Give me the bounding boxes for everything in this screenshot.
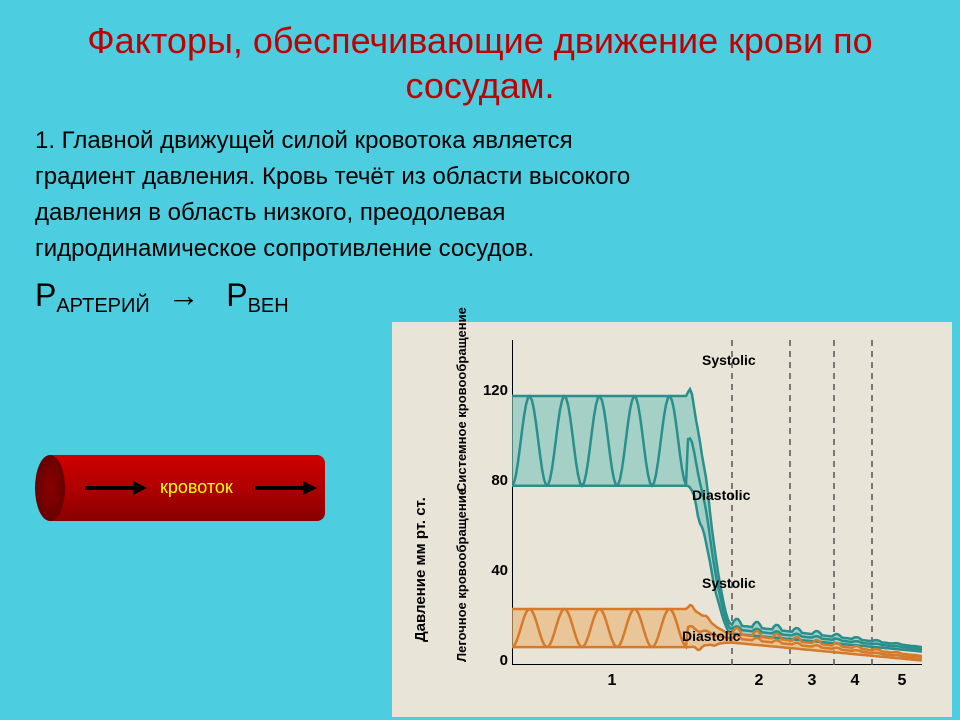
x-tick-4: 4 <box>840 672 870 690</box>
body-line-1: 1. Главной движущей силой кровотока явля… <box>35 127 573 154</box>
page-title: Факторы, обеспечивающие движение крови п… <box>0 0 960 118</box>
blood-vessel-diagram: кровоток <box>35 455 325 521</box>
pulmonary-diastolic-label: Diastolic <box>682 628 740 644</box>
vessel-cap <box>35 455 65 521</box>
x-tick-1: 1 <box>597 672 627 690</box>
formula-arrow: → <box>168 277 200 313</box>
pulmonary-systolic-label: Systolic <box>702 575 756 591</box>
pulmonary-group-label: Легочное кровообращение <box>454 488 469 662</box>
y-tick-120: 120 <box>480 382 508 399</box>
y-tick-0: 0 <box>480 652 508 669</box>
body-text: 1. Главной движущей силой кровотока явля… <box>0 118 960 267</box>
y-tick-80: 80 <box>480 472 508 489</box>
body-line-4: гидродинамическое сопротивление сосудов. <box>35 235 534 262</box>
systemic-diastolic-label: Diastolic <box>692 487 750 503</box>
flow-arrow-left <box>85 481 147 495</box>
flow-arrow-right <box>255 481 317 495</box>
y-tick-40: 40 <box>480 562 508 579</box>
vessel-label: кровоток <box>160 477 233 498</box>
x-tick-3: 3 <box>797 672 827 690</box>
x-tick-5: 5 <box>887 672 917 690</box>
y-axis-label: Давление мм рт. ст. <box>412 497 429 642</box>
formula-p2: Р <box>226 277 247 313</box>
systemic-group-label: Системное кровообращение <box>454 307 469 492</box>
pressure-chart: Давление мм рт. ст. Системное кровообращ… <box>392 322 952 717</box>
x-tick-2: 2 <box>744 672 774 690</box>
formula-p1: Р <box>35 277 56 313</box>
formula-sub1: артерий <box>56 295 149 317</box>
pressure-formula: Рартерий → Рвен <box>0 267 960 314</box>
body-line-3: давления в область низкого, преодолевая <box>35 199 505 226</box>
systemic-systolic-label: Systolic <box>702 352 756 368</box>
body-line-2: градиент давления. Кровь течёт из област… <box>35 163 630 190</box>
formula-sub2: вен <box>248 295 289 317</box>
